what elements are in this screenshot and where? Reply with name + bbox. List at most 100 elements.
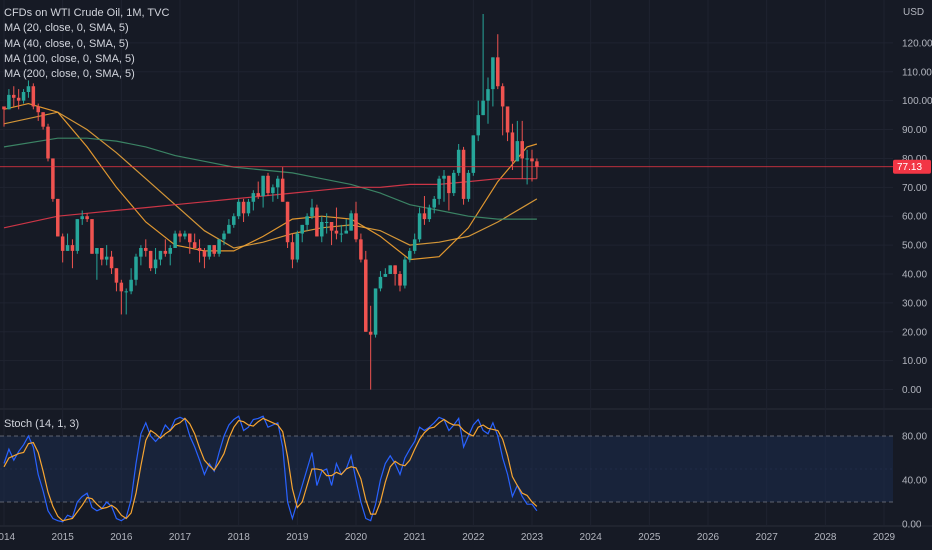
- candle-body: [236, 201, 241, 217]
- candle-body: [153, 259, 158, 269]
- candle-body: [339, 233, 344, 235]
- time-tick-label: 2023: [521, 532, 544, 543]
- candle-body: [197, 248, 202, 251]
- legend-ma-100[interactable]: MA (100, close, 0, SMA, 5): [4, 52, 135, 65]
- candle-body: [388, 265, 392, 274]
- price-tick-label: 70.00: [902, 183, 927, 194]
- currency-label: USD: [903, 7, 924, 18]
- candle-body: [56, 198, 60, 237]
- candle-body: [447, 175, 451, 194]
- last-price-value: 77.13: [897, 162, 922, 173]
- candle-body: [7, 94, 11, 110]
- candle-body: [60, 236, 65, 251]
- candle-body: [422, 213, 427, 220]
- candle-body: [227, 224, 231, 234]
- candle-body: [192, 242, 197, 248]
- candle-body: [90, 219, 94, 254]
- candle-body: [271, 187, 275, 194]
- candle-body: [505, 106, 510, 133]
- candle-body: [315, 207, 319, 237]
- candle-body: [368, 331, 373, 335]
- candlestick-series: [2, 14, 539, 390]
- legend-ma-40[interactable]: MA (40, close, 0, SMA, 5): [4, 37, 129, 50]
- time-tick-label: 2028: [814, 532, 837, 543]
- price-tick-label: 20.00: [902, 327, 927, 338]
- candle-body: [217, 239, 221, 254]
- candle-body: [75, 219, 80, 251]
- candle-body: [393, 265, 397, 274]
- candle-body: [188, 233, 192, 243]
- symbol-title[interactable]: CFDs on WTI Crude Oil, 1M, TVC: [4, 7, 170, 19]
- candle-body: [496, 57, 500, 87]
- candle-body: [290, 242, 295, 260]
- candle-body: [525, 158, 529, 160]
- candle-body: [114, 268, 119, 283]
- candle-body: [530, 158, 534, 162]
- candle-body: [246, 201, 251, 214]
- candle-body: [168, 248, 172, 254]
- candle-body: [109, 256, 114, 269]
- time-tick-label: 2029: [873, 532, 896, 543]
- candle-body: [481, 100, 485, 116]
- time-tick-label: 2022: [462, 532, 485, 543]
- candle-body: [310, 207, 314, 217]
- candle-body: [324, 222, 329, 223]
- candle-body: [100, 248, 104, 260]
- candle-body: [285, 201, 290, 243]
- candle-body: [491, 57, 495, 90]
- candle-body: [148, 250, 153, 269]
- candle-body: [437, 178, 441, 199]
- candle-body: [21, 92, 26, 101]
- price-tick-label: 120.00: [902, 38, 932, 49]
- candle-body: [232, 216, 236, 225]
- candle-body: [256, 193, 260, 196]
- price-tick-label: 0.00: [902, 385, 922, 396]
- candle-body: [183, 233, 187, 237]
- candle-body: [222, 233, 226, 240]
- candle-body: [452, 172, 456, 194]
- time-tick-label: 2018: [228, 532, 251, 543]
- candle-body: [515, 141, 520, 162]
- candle-body: [373, 288, 378, 335]
- price-tick-label: 100.00: [902, 96, 932, 107]
- price-tick-label: 60.00: [902, 212, 927, 223]
- candle-body: [212, 245, 216, 254]
- candle-body: [403, 259, 407, 286]
- candle-body: [461, 149, 466, 199]
- candle-body: [383, 274, 388, 277]
- candle-body: [207, 245, 212, 257]
- candle-body: [241, 201, 246, 214]
- candle-body: [95, 248, 99, 254]
- candle-body: [41, 112, 45, 127]
- candle-body: [70, 245, 75, 251]
- candle-body: [2, 106, 6, 110]
- legend-ma-200[interactable]: MA (200, close, 0, SMA, 5): [4, 68, 135, 81]
- candle-body: [486, 89, 490, 101]
- candle-body: [295, 233, 300, 260]
- candle-body: [378, 276, 383, 289]
- chart-legend: CFDs on WTI Crude Oil, 1M, TVC MA (20, c…: [4, 6, 169, 82]
- candle-body: [456, 149, 461, 173]
- candle-body: [85, 216, 89, 220]
- candle-body: [398, 274, 402, 286]
- candle-body: [65, 245, 70, 251]
- candle-body: [163, 250, 168, 254]
- candle-body: [104, 256, 109, 260]
- axis-labels: 0.00 10.00 20.00 30.00 40.00 50.00 60.00 70.00 8…: [0, 38, 932, 543]
- candle-body: [359, 239, 363, 260]
- candle-body: [202, 250, 207, 257]
- price-tick-label: 110.00: [902, 67, 932, 78]
- candle-body: [354, 213, 358, 240]
- candle-body: [535, 161, 539, 167]
- candle-body: [26, 86, 31, 92]
- candle-body: [251, 193, 256, 202]
- candle-body: [417, 213, 422, 240]
- stoch-legend[interactable]: Stoch (14, 1, 3): [4, 418, 80, 430]
- candle-body: [31, 86, 36, 107]
- legend-ma-20[interactable]: MA (20, close, 0, SMA, 5): [4, 22, 129, 35]
- candle-body: [329, 222, 334, 231]
- candle-body: [134, 256, 138, 280]
- time-tick-label: 2024: [580, 532, 603, 543]
- candle-body: [280, 178, 285, 202]
